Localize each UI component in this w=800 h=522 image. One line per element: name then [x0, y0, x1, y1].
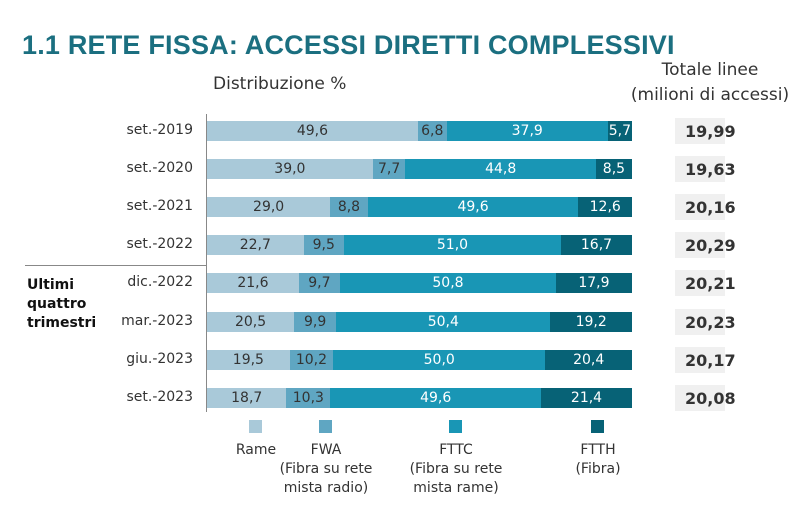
bar-segment-fwa: 8,8 — [330, 197, 368, 218]
chart-title: 1.1 RETE FISSA: ACCESSI DIRETTI COMPLESS… — [22, 30, 675, 60]
group-label-line: Ultimi — [27, 277, 75, 293]
bar-segment-rame: 39,0 — [207, 159, 373, 180]
bar-segment-fttc: 50,0 — [333, 349, 546, 370]
total-value: 19,99 — [685, 122, 736, 141]
group-label-line: quattro — [27, 296, 87, 312]
total-value: 20,23 — [685, 312, 736, 332]
bar-segment-rame: 22,7 — [207, 235, 304, 256]
bar-segment-rame: 49,6 — [207, 121, 418, 141]
legend-label-line: mista rame) — [413, 480, 499, 496]
bar-segment-fwa: 9,5 — [303, 235, 344, 256]
total-box — [675, 118, 725, 144]
legend-label-line: (Fibra) — [575, 461, 621, 477]
group-separator — [25, 265, 206, 266]
bar-segment-ftth: 12,6 — [578, 197, 632, 218]
total-box — [675, 194, 725, 221]
category-label: set.-2020 — [126, 160, 193, 177]
bar-segment-rame: 21,6 — [207, 273, 299, 294]
legend-label-ftth: FTTH (Fibra) — [575, 441, 620, 479]
legend-swatch-fttc — [449, 420, 462, 433]
bar-segment-ftth: 19,2 — [550, 311, 632, 332]
legend-label-line: mista radio) — [283, 480, 369, 496]
group-label: Ultimi quattro trimestri — [27, 276, 96, 333]
category-label: set.-2019 — [126, 122, 193, 138]
total-box — [675, 232, 725, 259]
total-value: 20,21 — [685, 274, 736, 294]
legend-label-line: FTTH — [580, 442, 616, 458]
bar-segment-fwa: 10,3 — [286, 387, 331, 408]
legend-label-line: (Fibra su rete — [409, 461, 503, 477]
bar-segment-fwa: 10,2 — [289, 349, 334, 370]
group-label-line: trimestri — [27, 315, 97, 331]
bar-segment-ftth: 16,7 — [560, 235, 632, 256]
total-box — [675, 270, 725, 297]
bar-segment-ftth: 8,5 — [595, 159, 632, 180]
bar-segment-fttc: 49,6 — [367, 197, 579, 218]
total-value: 20,17 — [685, 350, 736, 370]
legend-swatch-rame — [249, 420, 262, 433]
legend-label-line: FWA — [310, 442, 342, 458]
chart-subtitle: Distribuzione % — [213, 74, 347, 94]
bar-segment-fwa: 7,7 — [372, 159, 406, 180]
bar-segment-rame: 29,0 — [207, 197, 331, 218]
legend-label-line: Rame — [235, 442, 277, 458]
bar-segment-ftth: 21,4 — [541, 387, 632, 408]
bar-segment-rame: 20,5 — [207, 311, 295, 332]
bar-segment-fttc: 50,8 — [340, 273, 556, 294]
bar-segment-rame: 18,7 — [207, 387, 287, 408]
bar-segment-ftth: 20,4 — [545, 349, 632, 370]
bar-segment-fttc: 37,9 — [446, 121, 608, 141]
total-box — [675, 384, 725, 411]
legend-swatch-fwa — [319, 420, 332, 433]
category-axis — [206, 114, 207, 412]
totals-header-line: Totale linee — [661, 60, 759, 80]
legend-label-line: FTTC — [439, 442, 473, 458]
totals-header: Totale linee (milioni di accessi) — [620, 58, 800, 108]
category-label: set.-2023 — [126, 388, 193, 405]
bar-segment-fttc: 49,6 — [330, 387, 542, 408]
bar-segment-fttc: 44,8 — [405, 159, 596, 180]
bar-segment-ftth: 17,9 — [555, 273, 632, 294]
bar-segment-rame: 19,5 — [207, 349, 290, 370]
category-label: set.-2022 — [126, 236, 193, 253]
total-box — [675, 308, 725, 335]
totals-header-line: (milioni di accessi) — [630, 85, 790, 105]
bar-segment-fwa: 9,9 — [294, 311, 337, 332]
total-value: 20,29 — [685, 236, 736, 256]
legend-label-rame: Rame — [236, 441, 276, 460]
bar-segment-ftth: 5,7 — [607, 121, 632, 141]
category-label: mar.-2023 — [121, 312, 193, 329]
legend-label-fwa: FWA (Fibra su rete mista radio) — [280, 441, 373, 498]
total-value: 20,16 — [685, 198, 736, 218]
total-value: 20,08 — [685, 388, 736, 408]
legend-swatch-ftth — [591, 420, 604, 433]
category-label: giu.-2023 — [126, 350, 193, 367]
bar-segment-fwa: 6,8 — [417, 121, 447, 141]
total-box — [675, 346, 725, 373]
category-label: set.-2021 — [126, 198, 193, 215]
total-box — [675, 156, 725, 183]
total-value: 19,63 — [685, 160, 736, 180]
bar-segment-fttc: 50,4 — [336, 311, 551, 332]
bar-segment-fwa: 9,7 — [298, 273, 341, 294]
bar-segment-fttc: 51,0 — [343, 235, 561, 256]
legend-label-fttc: FTTC (Fibra su rete mista rame) — [410, 441, 503, 498]
category-label: dic.-2022 — [127, 274, 193, 291]
legend-label-line: (Fibra su rete — [279, 461, 373, 477]
